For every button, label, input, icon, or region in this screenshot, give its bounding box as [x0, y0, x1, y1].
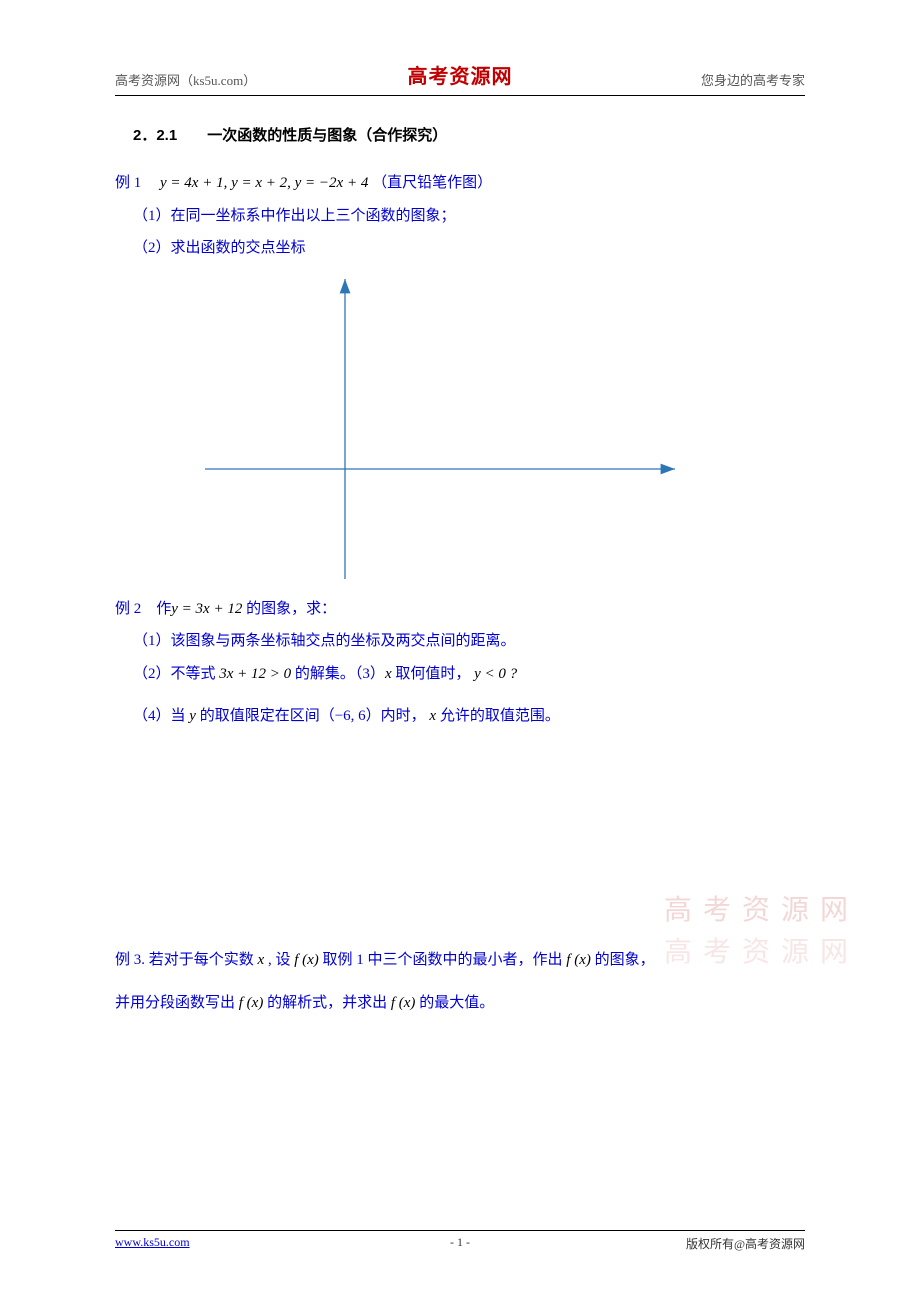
ex3-l2b: 的解析式，并求出 [263, 995, 391, 1011]
page: 高考资源网（ks5u.com） 高考资源网 您身边的高考专家 2．2.1 一次函… [0, 0, 920, 1302]
example-1: 例 1 y = 4x + 1, y = x + 2, y = −2x + 4 （… [115, 169, 805, 263]
ex3-fx4: f (x) [391, 995, 416, 1011]
ex3-l2a: 并用分段函数写出 [115, 995, 239, 1011]
brand-logo-text: 高考资源网 [408, 66, 513, 88]
ex2-q4c: 允许的取值范围。 [440, 708, 560, 724]
ex3-fx2: f (x) [566, 952, 591, 968]
ex2-q2eq: 3x + 12 > 0 [219, 666, 291, 682]
footer-copyright: 版权所有@高考资源网 [575, 1235, 805, 1252]
coordinate-axes [175, 269, 695, 589]
ex2-q2e: y < 0 ? [470, 666, 517, 682]
ex3-b: , 设 [264, 952, 294, 968]
footer-url[interactable]: www.ks5u.com [115, 1235, 345, 1252]
footer-page-number: - 1 - [345, 1235, 575, 1252]
ex3-l2c: 的最大值。 [415, 995, 494, 1011]
ex2-q4: （4）当 y 的取值限定在区间（−6, 6）内时， x 允许的取值范围。 [133, 702, 805, 731]
ex2-q4a: （4）当 [133, 708, 189, 724]
page-footer: www.ks5u.com - 1 - 版权所有@高考资源网 [115, 1230, 805, 1252]
ex1-q2: （2）求出函数的交点坐标 [133, 234, 805, 263]
watermark-line1: 高 考 资 源 网 [664, 890, 850, 932]
ex2-tail: 的图象，求： [242, 601, 336, 617]
header-center: 高考资源网 [345, 60, 575, 89]
ex2-q4b: 的取值限定在区间（−6, 6）内时， [196, 708, 426, 724]
ex2-label: 例 2 作 [115, 601, 171, 617]
ex2-q2c: x [385, 666, 392, 682]
ex2-q2a: （2）不等式 [133, 666, 219, 682]
ex2-q4y: y [189, 708, 196, 724]
ex3-fx3: f (x) [239, 995, 264, 1011]
ex2-eq: y = 3x + 12 [171, 601, 242, 617]
ex2-q2b: 的解集。（3） [291, 666, 385, 682]
ex2-q4x: x [426, 708, 440, 724]
ex3-c: 取例 1 中三个函数中的最小者，作出 [319, 952, 567, 968]
header-left: 高考资源网（ks5u.com） [115, 70, 345, 89]
header-rule [115, 95, 805, 96]
ex2-q2d: 取何值时， [392, 666, 471, 682]
ex3-d: 的图象， [591, 952, 655, 968]
ex3-a: 例 3. 若对于每个实数 [115, 952, 258, 968]
ex1-q1: （1）在同一坐标系中作出以上三个函数的图象； [133, 202, 805, 231]
page-header: 高考资源网（ks5u.com） 高考资源网 您身边的高考专家 [115, 60, 805, 89]
ex2-q1: （1）该图象与两条坐标轴交点的坐标及两交点间的距离。 [133, 627, 805, 656]
header-right: 您身边的高考专家 [575, 70, 805, 89]
ex1-equations: y = 4x + 1, y = x + 2, y = −2x + 4 [160, 175, 368, 191]
example-2: 例 2 作y = 3x + 12 的图象，求： （1）该图象与两条坐标轴交点的坐… [115, 595, 805, 731]
section-title: 2．2.1 一次函数的性质与图象（合作探究） [133, 124, 805, 145]
ex1-note: （直尺铅笔作图） [372, 175, 492, 191]
example-3: 例 3. 若对于每个实数 x , 设 f (x) 取例 1 中三个函数中的最小者… [115, 941, 805, 1023]
ex1-label: 例 1 [115, 175, 156, 191]
axes-svg [175, 269, 695, 589]
footer-rule [115, 1230, 805, 1231]
ex2-q2: （2）不等式 3x + 12 > 0 的解集。（3）x 取何值时， y < 0 … [133, 660, 805, 689]
ex3-fx1: f (x) [294, 952, 319, 968]
